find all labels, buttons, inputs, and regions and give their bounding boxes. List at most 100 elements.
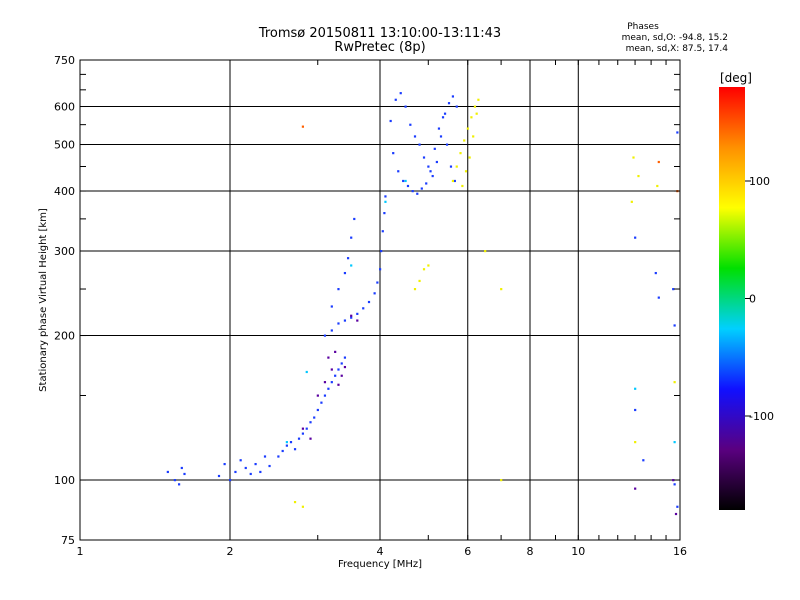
data-point [301,125,305,128]
x-tick-label: 4 [377,545,384,558]
y-tick-labels: 75 100 200 300 400 500 600 750 [54,54,75,547]
data-point [500,479,503,482]
data-point [422,268,426,271]
data-point [346,257,350,260]
data-point [455,165,458,168]
data-point [301,505,305,508]
data-point [404,105,407,108]
data-point [337,288,340,291]
data-point [259,470,262,474]
data-point [634,441,637,444]
data-point [427,165,430,168]
y-tick-label: 500 [54,139,75,152]
colorbar-gradient [719,87,745,510]
data-point [406,184,410,188]
data-point [422,156,426,159]
data-point [449,165,453,168]
y-axis-label: Stationary phase Virtual Height [km] [38,208,49,392]
data-point [301,427,305,430]
data-point [634,487,637,490]
data-point [356,319,359,322]
data-point [673,324,676,327]
data-point [484,250,487,253]
data-point [634,236,637,239]
data-point [416,192,419,195]
phase-stats-title: Phases [627,22,659,32]
data-point [239,459,242,462]
colorbar-tick-label: -100 [749,410,774,423]
data-point [402,179,405,183]
data-point [309,437,312,440]
data-point [305,370,308,374]
data-point [166,470,169,474]
data-point [285,441,288,444]
grid-lines [80,60,680,540]
phase-colorbar: [deg] 100 0 -100 [719,71,774,510]
data-point [676,505,679,508]
data-point [420,187,423,190]
data-point [277,455,280,458]
data-point [330,381,333,384]
data-point [656,184,659,188]
data-point [316,408,319,412]
data-point [320,401,323,404]
data-point [229,479,232,482]
data-point [637,174,640,178]
data-point [323,394,327,397]
data-point [323,381,327,384]
data-point [330,329,333,332]
y-tick-label: 600 [54,101,75,114]
data-point [173,479,177,482]
data-point [350,264,353,267]
data-point [334,374,337,377]
data-point [399,92,402,95]
data-point [362,307,365,310]
x-tick-label: 8 [527,545,534,558]
data-point [657,296,660,299]
data-point [409,123,412,126]
data-point [323,334,327,337]
axis-ticks [79,59,681,541]
x-tick-label: 6 [464,545,471,558]
data-point [418,279,421,283]
data-point [254,462,257,466]
y-tick-label: 400 [54,185,75,198]
x-tick-labels: 1 2 4 6 8 10 16 [77,545,688,558]
data-point [673,441,676,444]
data-point [309,421,312,424]
data-point [429,170,432,173]
data-point [451,179,455,183]
data-point [672,288,675,291]
data-point [672,479,675,482]
data-point [477,98,480,101]
data-point [217,474,221,478]
data-point [445,143,449,146]
colorbar-ticks: 100 0 -100 [745,175,774,423]
data-point [466,127,469,130]
data-point [657,160,660,164]
data-point [461,184,464,188]
data-point [500,288,503,291]
colorbar-tick-label: 0 [749,293,756,306]
data-point [468,156,471,159]
data-point [297,437,301,440]
data-point [249,472,252,476]
data-point [425,182,428,185]
data-point [394,98,397,101]
data-point [350,316,353,319]
data-point [470,116,473,119]
data-point [383,212,386,215]
phase-stats-o: mean, sd,O: -94.8, 15.2 [621,33,728,43]
data-point [404,179,407,183]
data-point [453,179,456,183]
data-point [373,292,376,295]
data-point [367,300,371,304]
data-point [330,305,333,308]
data-point [353,217,356,221]
data-point [632,156,635,159]
data-point [392,152,395,155]
data-point [472,135,475,138]
data-point [459,152,462,155]
data-point [289,441,293,444]
